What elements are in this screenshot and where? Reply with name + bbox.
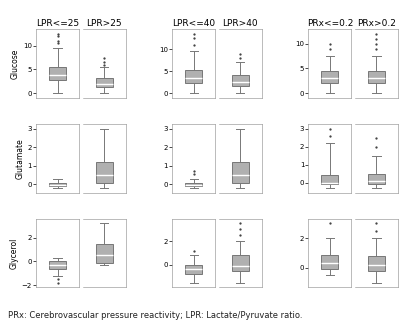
PathPatch shape [232,162,249,183]
PathPatch shape [232,255,249,271]
PathPatch shape [185,183,202,186]
PathPatch shape [322,71,338,83]
PathPatch shape [49,67,66,80]
PathPatch shape [368,173,385,184]
Title: LPR<=40: LPR<=40 [172,19,215,28]
Y-axis label: Glucose: Glucose [11,48,20,78]
PathPatch shape [96,162,112,183]
Title: LPR<=25: LPR<=25 [36,19,79,28]
PathPatch shape [96,244,112,263]
PathPatch shape [49,183,66,186]
Title: LPR>40: LPR>40 [222,19,258,28]
Title: PRx<=0.2: PRx<=0.2 [307,19,353,28]
Title: PRx>0.2: PRx>0.2 [357,19,396,28]
Y-axis label: Glycerol: Glycerol [10,237,19,269]
PathPatch shape [368,71,385,83]
Y-axis label: Glutamate: Glutamate [16,138,24,179]
PathPatch shape [322,255,338,269]
PathPatch shape [185,265,202,275]
PathPatch shape [96,78,112,87]
PathPatch shape [49,261,66,268]
Text: PRx: Cerebrovascular pressure reactivity; LPR: Lactate/Pyruvate ratio.: PRx: Cerebrovascular pressure reactivity… [8,311,302,320]
PathPatch shape [185,70,202,83]
Title: LPR>25: LPR>25 [86,19,122,28]
PathPatch shape [368,256,385,271]
PathPatch shape [322,175,338,184]
PathPatch shape [232,76,249,87]
